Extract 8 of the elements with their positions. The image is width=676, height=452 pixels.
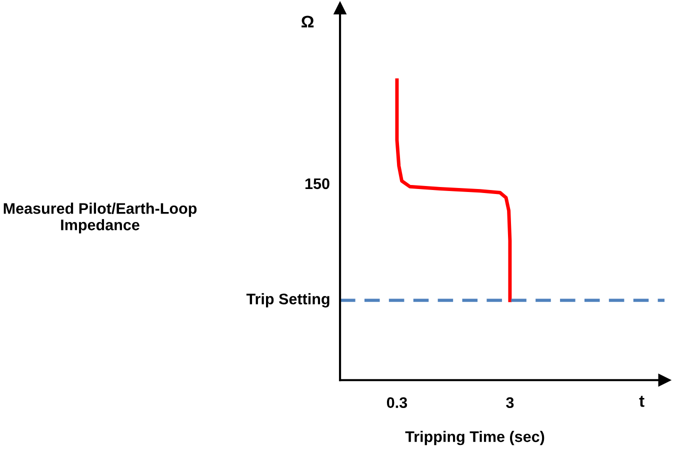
x-tick-label: 3 <box>506 397 514 408</box>
text: 150 <box>305 178 330 190</box>
x-tick-label: 0.3 <box>386 397 408 408</box>
y-axis-title: Ω <box>302 16 314 28</box>
text: Measured Pilot/Earth-Loop Impedance <box>4 202 197 234</box>
text: Tripping Time (sec) <box>405 430 544 446</box>
ref-line-label: Trip Setting <box>246 293 330 308</box>
x-axis-title: t <box>639 396 644 407</box>
